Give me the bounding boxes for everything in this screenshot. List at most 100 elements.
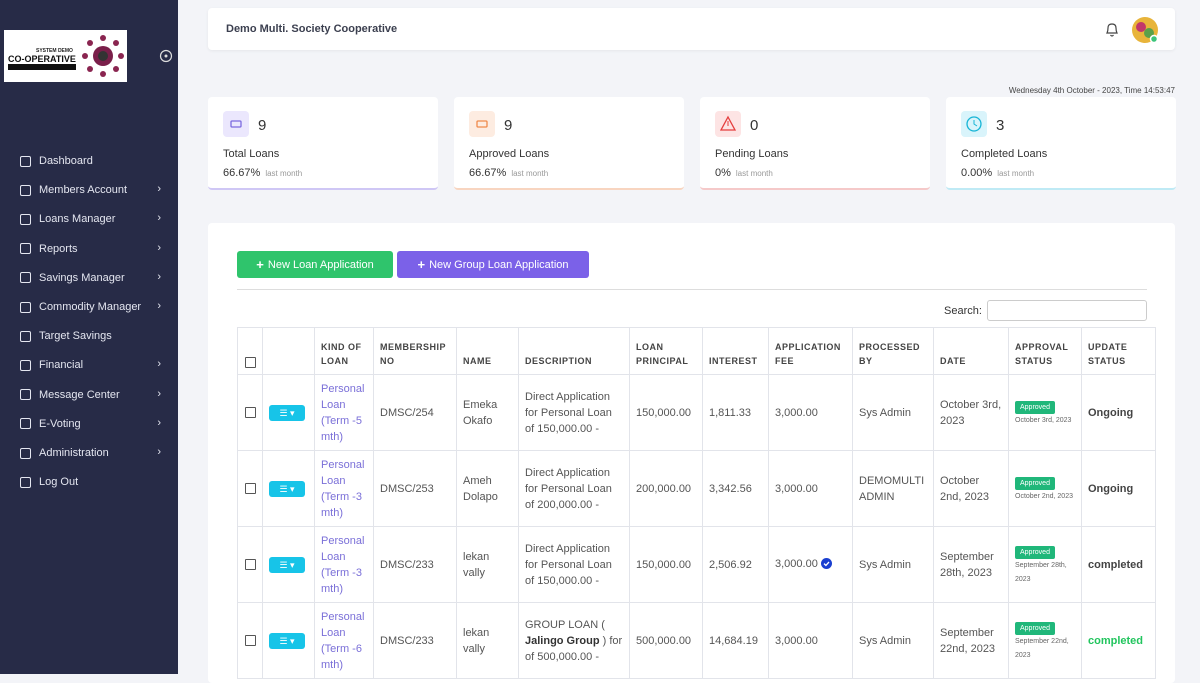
loans-table: KIND OF LOAN MEMBERSHIP NO NAME DESCRIPTION…: [237, 327, 1156, 679]
menu-icon: [20, 476, 31, 488]
cell: ☰ ▾: [262, 526, 315, 603]
card-value: 3: [996, 117, 1005, 134]
row-checkbox[interactable]: [244, 559, 256, 570]
row-checkbox[interactable]: [244, 483, 256, 494]
row-checkbox[interactable]: [244, 635, 256, 646]
card-icon: [961, 111, 987, 137]
approval-status: Approved October 2nd, 2023: [1008, 450, 1082, 527]
description-part: Direct Application for Personal Loan of …: [525, 542, 612, 587]
logo[interactable]: SYSTEM DEMO CO-OPERATIVE: [4, 30, 127, 82]
fee: 3,000.00: [775, 634, 818, 647]
menu-item[interactable]: Savings Manager ›: [20, 268, 165, 288]
processed-by: Sys Admin: [852, 526, 934, 603]
menu-item[interactable]: Target Savings: [20, 326, 165, 346]
interest: 2,506.92: [702, 526, 769, 603]
action-button[interactable]: ☰ ▾: [269, 404, 305, 421]
menu-item[interactable]: Reports ›: [20, 239, 165, 259]
menu-item[interactable]: Commodity Manager ›: [20, 297, 165, 317]
menu-label: Administration: [39, 447, 109, 459]
kind-of-loan[interactable]: Personal Loan (Term -6 mth): [314, 602, 374, 679]
card-change: 0% last month: [715, 167, 773, 179]
approval-badge: Approved: [1015, 545, 1055, 559]
table-row: ☰ ▾ Personal Loan (Term -5 mth) DMSC/254 Em…: [237, 374, 1156, 451]
menu-item[interactable]: Log Out: [20, 472, 165, 492]
menu-label: Reports: [39, 242, 78, 255]
menu-label: Log Out: [39, 476, 79, 489]
menu-icon: [20, 243, 31, 255]
kind-of-loan[interactable]: Personal Loan (Term -3 mth): [314, 526, 374, 603]
table-row: ☰ ▾ Personal Loan (Term -3 mth) DMSC/253 Am…: [237, 450, 1156, 527]
interest: 14,684.19: [702, 602, 769, 679]
kind-of-loan[interactable]: Personal Loan (Term -5 mth): [314, 374, 374, 451]
row-checkbox[interactable]: [244, 407, 256, 418]
notification-bell[interactable]: [1104, 21, 1120, 38]
search-label: Search:: [944, 305, 982, 317]
menu-icon: [20, 389, 31, 401]
menu-item[interactable]: E-Voting ›: [20, 414, 165, 434]
new-loan-button[interactable]: + New Loan Application: [237, 251, 393, 278]
menu-item[interactable]: Dashboard: [20, 151, 165, 171]
menu-item[interactable]: Message Center ›: [20, 385, 165, 405]
membership-no: DMSC/233: [373, 602, 457, 679]
action-button[interactable]: ☰ ▾: [269, 556, 305, 573]
processed-by: DEMOMULTI ADMIN: [852, 450, 934, 527]
menu-item[interactable]: Loans Manager ›: [20, 209, 165, 229]
new-group-loan-button[interactable]: + New Group Loan Application: [397, 251, 589, 278]
action-button[interactable]: ☰ ▾: [269, 480, 305, 497]
description-part: Direct Application for Personal Loan of …: [525, 390, 612, 435]
header-cell: INTEREST: [702, 327, 769, 375]
chevron: ›: [157, 416, 161, 429]
chevron: ›: [157, 183, 161, 196]
menu-icon: [20, 418, 31, 430]
approval-date: September 22nd, 2023: [1015, 637, 1069, 659]
logo-emblem: [82, 35, 124, 77]
menu-label: Commodity Manager: [39, 301, 142, 313]
card-label: Pending Loans: [715, 148, 789, 160]
fee: 3,000.00: [775, 482, 818, 495]
card-label: Approved Loans: [469, 148, 550, 160]
card-label: Completed Loans: [961, 148, 1048, 160]
header-cell: [237, 327, 263, 375]
button-label: New Loan Application: [267, 258, 374, 271]
date: October 2nd, 2023: [933, 450, 1009, 527]
cell: [237, 374, 263, 451]
date: September 28th, 2023: [933, 526, 1009, 603]
header-cell: [262, 327, 315, 375]
card-percent: 66.67%: [469, 167, 507, 179]
card-change: 66.67% last month: [469, 167, 548, 179]
approval-badge: Approved: [1015, 476, 1055, 490]
chevron: ›: [157, 387, 161, 400]
menu-label: Target Savings: [39, 330, 112, 343]
name: Ameh Dolapo: [456, 450, 519, 527]
menu-item[interactable]: Administration ›: [20, 443, 165, 463]
menu-icon: [20, 155, 31, 167]
stat-card: 9 Total Loans 66.67% last month: [208, 97, 438, 190]
membership-no: DMSC/254: [373, 374, 457, 451]
header-cell: LOAN PRINCIPAL: [629, 327, 703, 375]
kind-of-loan[interactable]: Personal Loan (Term -3 mth): [314, 450, 374, 527]
processed-by: Sys Admin: [852, 374, 934, 451]
fee: 3,000.00: [775, 406, 818, 419]
chevron: ›: [157, 300, 161, 312]
approval-badge: Approved: [1015, 621, 1055, 635]
action-button[interactable]: ☰ ▾: [269, 632, 305, 649]
menu-icon: [20, 184, 31, 196]
approval-status: Approved September 22nd, 2023: [1008, 602, 1082, 679]
menu-item[interactable]: Financial ›: [20, 355, 165, 375]
menu-icon: [20, 359, 31, 371]
menu-icon: [20, 330, 31, 342]
name: Emeka Okafo: [456, 374, 519, 451]
table-row: ☰ ▾ Personal Loan (Term -6 mth) DMSC/233 le…: [237, 602, 1156, 679]
org-title: Demo Multi. Society Cooperative: [226, 23, 398, 35]
search-input[interactable]: [987, 300, 1147, 321]
avatar[interactable]: [1131, 16, 1159, 44]
verified-icon: [820, 557, 832, 572]
application-fee: 3,000.00: [768, 526, 853, 603]
select-all-checkbox[interactable]: [244, 357, 256, 368]
description: Direct Application for Personal Loan of …: [518, 450, 630, 527]
datetime: Wednesday 4th October - 2023, Time 14:53…: [1008, 86, 1175, 95]
collapse-button[interactable]: [159, 49, 173, 63]
table-body: ☰ ▾ Personal Loan (Term -5 mth) DMSC/254 Em…: [237, 374, 1156, 679]
menu-item[interactable]: Members Account ›: [20, 180, 165, 200]
menu-label: Savings Manager: [39, 271, 125, 284]
